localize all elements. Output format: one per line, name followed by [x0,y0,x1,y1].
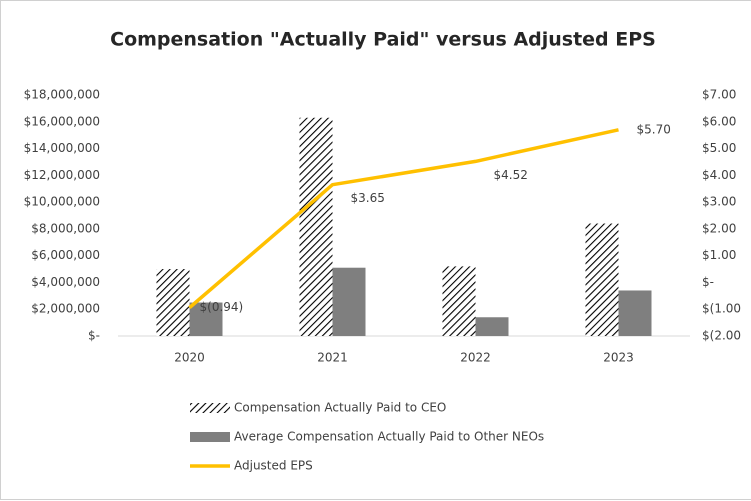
y2-tick-label: $4.00 [702,168,736,182]
data-label: $4.52 [494,168,528,182]
y-tick-label: $2,000,000 [31,302,100,316]
bar [475,317,509,336]
y2-tick-label: $5.00 [702,141,736,155]
legend-label: Average Compensation Actually Paid to Ot… [234,430,544,444]
data-label: $3.65 [351,191,385,205]
y-tick-label: $4,000,000 [31,275,100,289]
bar [299,117,333,336]
x-tick-label: 2023 [603,351,634,365]
bar [585,223,619,336]
y-tick-label: $14,000,000 [24,141,100,155]
legend-swatch [190,432,230,442]
y2-tick-label: $- [702,275,714,289]
y2-tick-label: $(2.00 [702,329,741,343]
y-tick-label: $6,000,000 [31,248,100,262]
bar [442,266,476,336]
legend-swatch [190,403,230,413]
y2-tick-label: $6.00 [702,114,736,128]
y-tick-label: $8,000,000 [31,221,100,235]
x-tick-label: 2020 [174,351,205,365]
y2-tick-label: $7.00 [702,88,736,102]
y-tick-label: $16,000,000 [24,114,100,128]
bar [189,302,223,336]
legend-label: Compensation Actually Paid to CEO [234,401,446,415]
legend-label: Adjusted EPS [234,459,313,473]
bar [618,290,652,336]
y-tick-label: $12,000,000 [24,168,100,182]
bar [332,267,366,336]
y-tick-label: $18,000,000 [24,88,100,102]
y2-tick-label: $1.00 [702,248,736,262]
y2-tick-label: $2.00 [702,221,736,235]
y-tick-label: $10,000,000 [24,195,100,209]
x-tick-label: 2021 [317,351,348,365]
y2-tick-label: $(1.00 [702,302,741,316]
line [188,128,619,309]
chart-title: Compensation "Actually Paid" versus Adju… [110,29,656,51]
data-label: $(0.94) [200,300,244,314]
data-label: $5.70 [637,122,671,136]
y-tick-label: $- [88,329,100,343]
y2-tick-label: $3.00 [702,195,736,209]
x-tick-label: 2022 [460,351,491,365]
bar [156,269,190,336]
